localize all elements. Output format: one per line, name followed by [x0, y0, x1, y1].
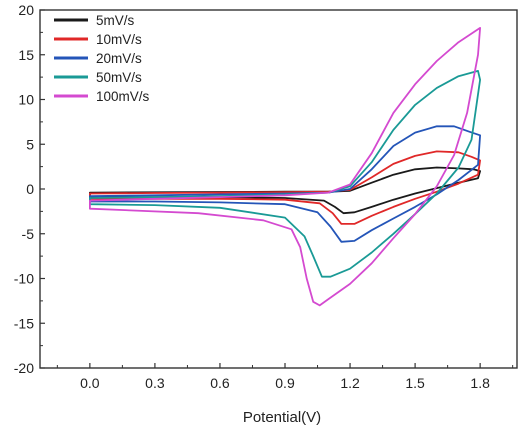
- x-tick-label: 1.2: [340, 375, 360, 391]
- axes: 20 15 10 5 0 -5 -10 -15 -20 0.0 0.3 0.6 0.9 1.2 1.5 1.8: [14, 2, 514, 391]
- x-tick-label: 0.6: [210, 375, 230, 391]
- plot-frame: [39, 9, 518, 369]
- legend-label: 100mV/s: [96, 89, 150, 104]
- x-tick-label: 0.0: [80, 375, 100, 391]
- x-tick-label: 0.3: [145, 375, 165, 391]
- legend-label: 10mV/s: [96, 32, 142, 47]
- legend-label: 50mV/s: [96, 70, 142, 85]
- series-line-4: [89, 70, 481, 278]
- y-tick-label: 5: [26, 136, 34, 152]
- y-tick-label: -20: [14, 360, 34, 376]
- y-tick-label: 0: [26, 181, 34, 197]
- series-layer: [89, 27, 481, 307]
- series-line-5: [89, 27, 481, 307]
- x-tick-label: 1.5: [405, 375, 425, 391]
- y-tick-label: 15: [18, 47, 34, 63]
- x-tick-label: 0.9: [275, 375, 295, 391]
- x-axis-title: Potential(V): [243, 409, 321, 426]
- x-tick-label: 1.8: [470, 375, 490, 391]
- y-tick-label: 20: [18, 2, 34, 18]
- legend: 5mV/s 10mV/s 20mV/s 50mV/s 100mV/s: [54, 13, 150, 104]
- y-tick-label: -10: [14, 271, 34, 287]
- series-line-3: [89, 125, 481, 243]
- y-tick-label: -5: [22, 226, 35, 242]
- y-tick-label: 10: [18, 92, 34, 108]
- legend-label: 5mV/s: [96, 13, 135, 28]
- y-tick-label: -15: [14, 315, 34, 331]
- plot-area: [39, 9, 518, 369]
- legend-label: 20mV/s: [96, 51, 142, 66]
